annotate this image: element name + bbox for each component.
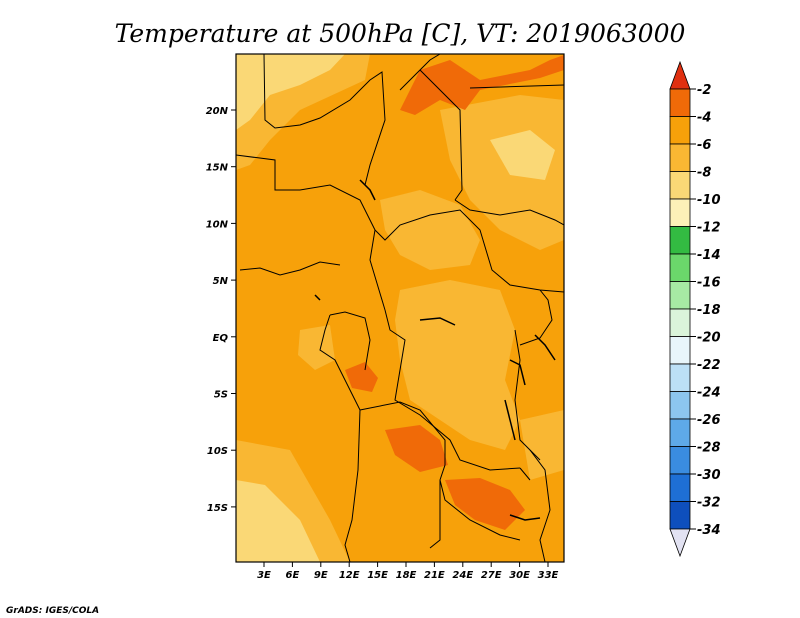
colorbar-swatch xyxy=(669,281,691,310)
colorbar-swatch xyxy=(669,446,691,475)
colorbar-swatch xyxy=(669,501,691,530)
colorbar-label: -4 xyxy=(697,111,711,126)
colorbar-label: -14 xyxy=(697,248,721,263)
country-borders xyxy=(236,54,564,562)
lakes-and-coastline-details xyxy=(314,179,556,521)
lon-tick-label: 24E xyxy=(452,570,473,581)
colorbar: -2 -4 -6 -8 -10 -12 -14 -16 -18 -20 -22 -24 -26 -28 -3… xyxy=(669,60,721,558)
lon-tick-label: 30E xyxy=(509,570,530,581)
lon-tick-label: 3E xyxy=(257,570,271,581)
lon-tick-label: 6E xyxy=(286,570,300,581)
colorbar-swatch xyxy=(669,116,691,145)
colorbar-swatch xyxy=(669,336,691,365)
colorbar-swatch xyxy=(669,88,691,117)
colorbar-label: -18 xyxy=(697,303,721,318)
contour-band-minus4-to-minus2 xyxy=(345,55,564,530)
map-title: Temperature at 500hPa [C], VT: 201906300… xyxy=(115,19,686,48)
lon-tick-label: 15E xyxy=(367,570,388,581)
colorbar-label: -8 xyxy=(697,166,711,181)
lat-tick-label: 5S xyxy=(214,390,228,401)
contour-band-minus10-to-minus8 xyxy=(236,54,555,562)
lon-tick-label: 9E xyxy=(314,570,328,581)
colorbar-swatch xyxy=(669,171,691,200)
colorbar-label: -22 xyxy=(697,358,721,373)
colorbar-label: -20 xyxy=(697,331,721,346)
colorbar-swatch xyxy=(669,391,691,420)
lon-tick-label: 12E xyxy=(339,570,360,581)
colorbar-label: -24 xyxy=(697,386,721,401)
colorbar-label: -10 xyxy=(697,193,721,208)
lat-tick-label: 15S xyxy=(207,503,228,514)
grads-credit: GrADS: IGES/COLA xyxy=(6,606,99,616)
colorbar-swatch xyxy=(669,363,691,392)
colorbar-swatch xyxy=(669,198,691,227)
colorbar-bottom-triangle xyxy=(669,528,691,558)
lat-tick-label: 20N xyxy=(206,106,229,117)
colorbar-swatch xyxy=(669,226,691,255)
lat-tick-label: EQ xyxy=(213,333,229,344)
colorbar-label: -6 xyxy=(697,138,711,153)
latitude-axis: 20N 15N 10N 5N EQ 5S 10S 15S xyxy=(206,106,236,514)
colorbar-swatch xyxy=(669,308,691,337)
lon-tick-label: 21E xyxy=(424,570,445,581)
colorbar-swatch xyxy=(669,253,691,282)
colorbar-label: -34 xyxy=(697,523,721,538)
colorbar-label: -28 xyxy=(697,441,721,456)
colorbar-swatch xyxy=(669,143,691,172)
colorbar-top-triangle xyxy=(669,60,691,90)
map-area[interactable] xyxy=(235,53,565,563)
lon-tick-label: 18E xyxy=(396,570,417,581)
lon-tick-label: 33E xyxy=(538,570,559,581)
colorbar-label: -30 xyxy=(697,468,721,483)
lon-tick-label: 27E xyxy=(481,570,502,581)
lat-tick-label: 15N xyxy=(206,163,229,174)
longitude-axis: 3E 6E 9E 12E 15E 18E 21E 24E 27E 30E 33E xyxy=(257,562,559,581)
colorbar-label: -16 xyxy=(697,276,721,291)
colorbar-label: -32 xyxy=(697,496,721,511)
temperature-field xyxy=(236,54,564,562)
map-frame xyxy=(235,53,565,563)
colorbar-label: -2 xyxy=(697,83,711,98)
lat-tick-label: 10N xyxy=(206,219,229,230)
lat-tick-label: 10S xyxy=(207,446,228,457)
colorbar-label: -12 xyxy=(697,221,721,236)
colorbar-swatch xyxy=(669,473,691,502)
colorbar-swatch xyxy=(669,418,691,447)
colorbar-label: -26 xyxy=(697,413,721,428)
lat-tick-label: 5N xyxy=(213,276,229,287)
